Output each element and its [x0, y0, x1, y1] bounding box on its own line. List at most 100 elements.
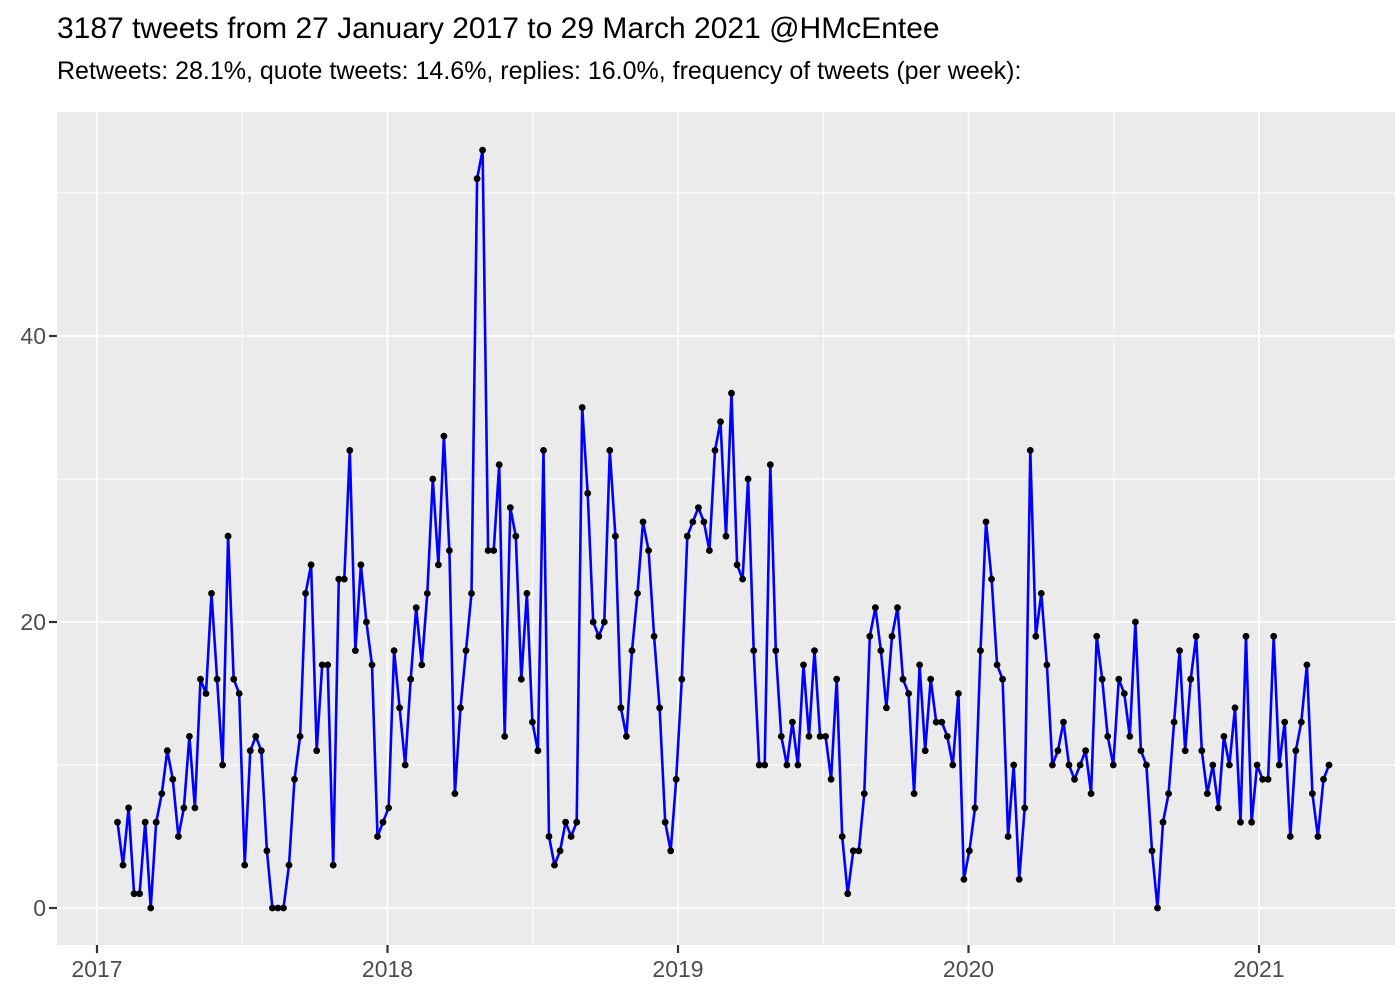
data-point	[224, 532, 232, 540]
data-point	[219, 761, 227, 769]
x-axis-tick-label: 2021	[1233, 956, 1285, 982]
data-point	[833, 675, 841, 683]
data-point	[468, 590, 475, 597]
data-point	[363, 618, 370, 626]
data-point	[695, 504, 702, 511]
data-point	[280, 904, 287, 912]
data-point	[346, 447, 354, 454]
data-point	[1071, 775, 1078, 783]
data-point	[943, 733, 951, 740]
data-point	[1093, 632, 1101, 640]
data-point	[186, 733, 193, 740]
data-point	[1248, 818, 1255, 826]
data-point	[296, 733, 304, 740]
x-axis-tick-label: 2019	[652, 956, 704, 982]
data-point	[811, 647, 818, 654]
data-point	[429, 475, 437, 483]
data-point	[1231, 704, 1239, 712]
data-point	[789, 718, 796, 726]
y-axis-tick-label: 40	[20, 322, 46, 349]
data-point	[302, 590, 309, 597]
data-point	[1148, 847, 1156, 855]
data-point	[932, 718, 940, 726]
data-point	[656, 704, 663, 712]
data-point	[1314, 833, 1322, 840]
data-point	[777, 733, 785, 740]
data-point	[623, 733, 630, 740]
data-point	[1098, 675, 1106, 683]
data-point	[529, 718, 536, 726]
data-point	[517, 675, 525, 683]
data-point	[993, 661, 1001, 669]
data-point	[208, 590, 215, 597]
data-point	[1109, 761, 1117, 769]
chart-subtitle: Retweets: 28.1%, quote tweets: 14.6%, re…	[57, 57, 1022, 85]
data-point	[988, 575, 995, 583]
data-point	[263, 847, 271, 855]
data-point	[1015, 876, 1023, 883]
data-point	[318, 661, 326, 669]
data-point	[1032, 632, 1040, 640]
data-point	[761, 761, 769, 769]
chart-title: 3187 tweets from 27 January 2017 to 29 M…	[57, 12, 940, 45]
y-axis-tick-label: 20	[20, 608, 46, 635]
data-point	[800, 661, 807, 669]
data-point	[1209, 761, 1217, 769]
data-point	[1049, 761, 1056, 769]
data-point	[744, 475, 752, 483]
data-point	[1137, 747, 1145, 755]
data-point	[169, 775, 177, 783]
data-point	[246, 747, 254, 755]
data-point	[910, 790, 918, 797]
data-point	[191, 804, 199, 812]
data-point	[1281, 718, 1289, 726]
data-point	[1325, 761, 1333, 769]
data-point	[650, 632, 658, 640]
data-point	[678, 675, 686, 683]
data-point	[905, 690, 912, 697]
data-point	[147, 904, 155, 912]
data-point	[230, 675, 238, 683]
data-point	[1037, 590, 1045, 597]
data-point	[534, 747, 542, 755]
data-point	[1087, 790, 1095, 797]
data-point	[1082, 747, 1089, 755]
data-point	[860, 790, 868, 797]
data-point	[600, 618, 608, 626]
data-point	[340, 575, 348, 583]
data-point	[412, 604, 420, 612]
data-point	[435, 561, 442, 569]
data-point	[1065, 761, 1073, 769]
data-point	[672, 775, 680, 783]
data-point	[899, 675, 907, 683]
data-point	[357, 561, 365, 569]
data-point	[390, 647, 398, 654]
data-point	[639, 518, 647, 526]
data-point	[1264, 775, 1272, 783]
data-point	[739, 575, 746, 583]
data-point	[291, 775, 298, 783]
data-point	[213, 675, 221, 683]
data-point	[324, 661, 332, 669]
data-point	[584, 489, 592, 497]
data-point	[1126, 733, 1134, 740]
data-point	[617, 704, 625, 712]
data-point	[1259, 775, 1266, 783]
data-point	[1237, 818, 1244, 826]
data-point	[866, 632, 874, 640]
data-point	[523, 590, 531, 597]
data-point	[274, 904, 282, 912]
data-point	[982, 518, 990, 526]
data-point	[1275, 761, 1283, 769]
data-point	[1253, 761, 1261, 769]
data-point	[855, 847, 863, 855]
data-point	[1159, 818, 1167, 826]
data-point	[1198, 747, 1206, 755]
data-point	[728, 389, 735, 397]
data-point	[1286, 833, 1294, 840]
data-point	[977, 647, 984, 654]
data-point	[927, 675, 935, 683]
data-point	[152, 818, 160, 826]
